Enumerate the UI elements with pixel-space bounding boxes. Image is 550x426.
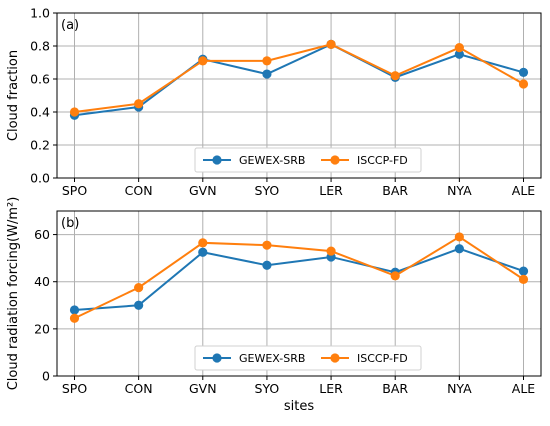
data-point: [518, 266, 529, 276]
x-tick-label: BAR: [382, 183, 408, 198]
x-tick-label: SPO: [62, 381, 87, 396]
y-tick-label: 0.4: [30, 105, 50, 120]
data-point: [390, 271, 400, 281]
x-tick-label: BAR: [382, 381, 408, 396]
x-tick-label: GVN: [189, 183, 217, 198]
legend-label: ISCCP-FD: [357, 352, 408, 365]
series-line: [74, 43, 524, 113]
legend-box: [194, 345, 422, 371]
data-point: [454, 43, 464, 53]
legend-label: GEWEX-SRB: [239, 154, 305, 167]
data-point: [198, 238, 208, 248]
y-tick-label: 40: [34, 274, 50, 289]
data-point: [454, 232, 464, 242]
x-tick-label: LER: [319, 183, 343, 198]
x-tick-label: GVN: [189, 381, 217, 396]
x-tick-label: SYO: [255, 183, 280, 198]
legend-box: [194, 147, 422, 173]
data-point: [518, 274, 529, 284]
data-point: [134, 300, 144, 310]
y-axis-label: Cloud fraction: [6, 50, 21, 141]
data-point: [198, 247, 208, 257]
panel-b: SPO CON GVN SYO LER BAR NYA ALE 0 20 40 60 (b) Cloud …: [6, 197, 542, 414]
data-point: [454, 49, 464, 59]
data-point: [198, 56, 208, 66]
series-line: [74, 235, 525, 320]
legend-marker: [212, 155, 222, 165]
legend-label: GEWEX-SRB: [239, 352, 305, 365]
legend-marker: [330, 155, 340, 165]
panel-label: (b): [61, 216, 79, 231]
series-isccp-fd: [69, 232, 529, 323]
y-tick-label: 0: [42, 369, 50, 384]
series-line: [74, 247, 524, 311]
x-tick-label: ALE: [512, 183, 536, 198]
data-point: [326, 39, 336, 49]
legend-marker: [212, 353, 222, 363]
y-tick-label: 0.8: [30, 39, 50, 54]
data-point: [518, 79, 529, 89]
panel-label: (a): [61, 18, 79, 33]
y-tick-label: 1.0: [30, 6, 50, 21]
y-tick-label: 0.6: [30, 72, 50, 87]
data-point: [390, 71, 400, 81]
x-tick-label: SYO: [255, 381, 280, 396]
x-tick-label: CON: [125, 183, 153, 198]
data-point: [454, 244, 464, 254]
x-axis-label: sites: [284, 399, 314, 414]
y-tick-label: 20: [34, 321, 50, 336]
series-line: [74, 43, 524, 117]
x-tick-label: ALE: [512, 381, 536, 396]
plot-frame: [56, 210, 542, 377]
data-point: [134, 283, 144, 293]
x-tick-label: SPO: [62, 183, 87, 198]
y-tick-label: 0.0: [30, 171, 50, 186]
legend-label: ISCCP-FD: [357, 154, 408, 167]
x-tick-label: CON: [125, 381, 153, 396]
data-point: [518, 67, 529, 77]
data-point: [69, 305, 80, 315]
x-tick-label: NYA: [447, 381, 472, 396]
data-point: [326, 246, 336, 256]
series-isccp-fd: [69, 39, 529, 117]
y-tick-label: 0.2: [30, 138, 50, 153]
data-point: [69, 313, 80, 323]
plot-frame: [56, 12, 542, 179]
panel-a: SPO CON GVN SYO LER BAR NYA ALE 0.0 0.2 0.4 0.6 0.8 1…: [6, 6, 542, 198]
legend: GEWEX-SRB ISCCP-FD: [194, 345, 422, 371]
x-tick-label: NYA: [447, 183, 472, 198]
legend-marker: [330, 353, 340, 363]
data-point: [262, 69, 272, 79]
data-point: [262, 56, 272, 66]
data-point: [69, 107, 80, 117]
data-point: [262, 240, 272, 250]
data-point: [134, 99, 144, 109]
legend: GEWEX-SRB ISCCP-FD: [194, 147, 422, 173]
data-point: [262, 260, 272, 270]
y-tick-label: 60: [34, 227, 50, 242]
x-tick-label: LER: [319, 381, 343, 396]
y-axis-label: Cloud radiation forcing(W/m²): [6, 197, 21, 391]
series-gewex-srb: [69, 244, 529, 315]
